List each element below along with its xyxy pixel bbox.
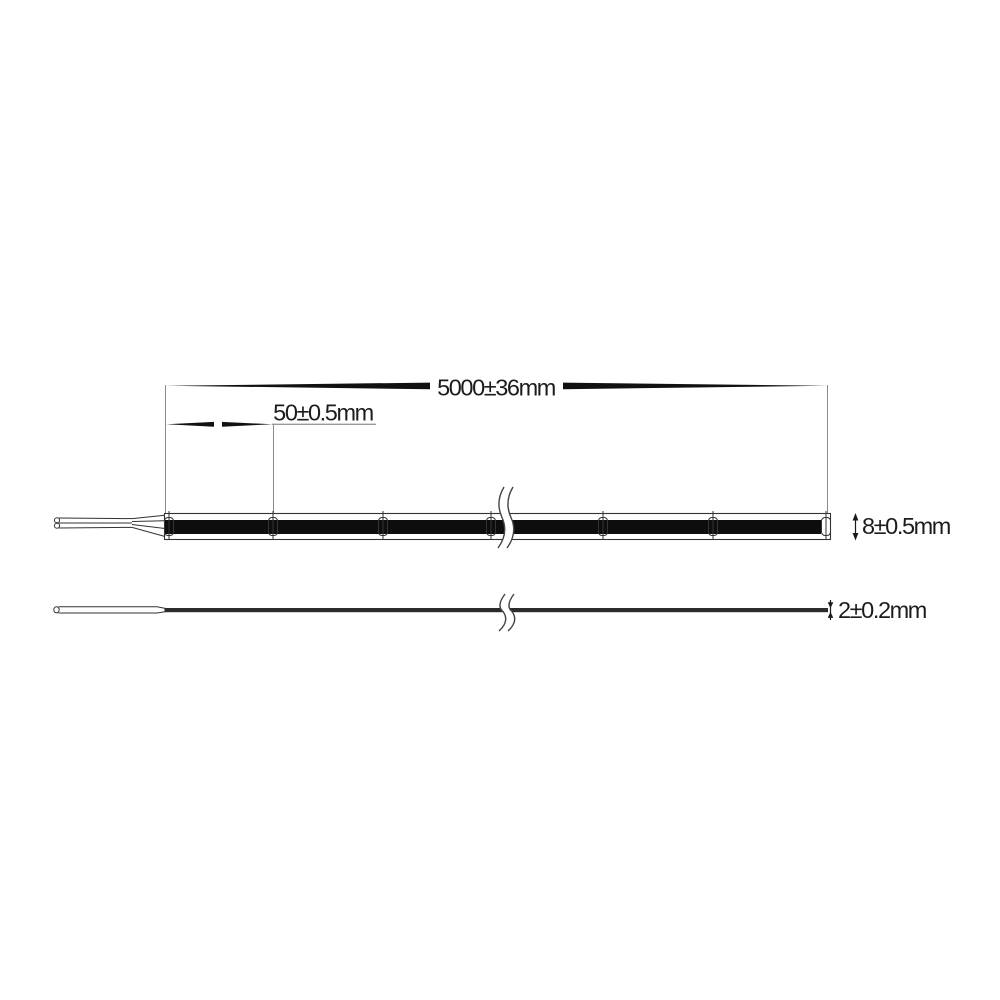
width-label: 8±0.5mm (862, 513, 951, 539)
cut-spacing-label: 50±0.5mm (273, 400, 373, 426)
strip-edge-profile (164, 608, 828, 613)
dimension-length: 5000±36mm (166, 375, 827, 401)
break-curve (506, 486, 515, 549)
wire-end-tip (53, 606, 60, 614)
wire-outline (58, 517, 133, 520)
extension-lines (165, 385, 828, 513)
wire-end-tip (53, 522, 61, 529)
wire-outline (58, 526, 133, 529)
strip-top-view (53, 486, 832, 549)
length-label: 5000±36mm (437, 375, 556, 401)
cut-mark (598, 511, 608, 540)
thickness-label: 2±0.2mm (838, 597, 927, 623)
width-arrowhead-down (852, 533, 859, 541)
wire-end-tip (53, 517, 61, 524)
strip-side-view (53, 593, 828, 632)
break-mask (499, 594, 515, 631)
thickness-arrowhead-down (827, 602, 834, 609)
dimension-width: 8±0.5mm (852, 513, 952, 541)
width-arrowhead-up (852, 513, 859, 521)
cut-mark (821, 511, 831, 540)
wire-fan-line (131, 526, 166, 537)
break-symbol-top-view (497, 486, 515, 549)
wire-fan-line (131, 524, 166, 529)
cut-dim-arrow-left (166, 421, 214, 427)
cut-dim-arrow-right (222, 421, 273, 427)
strip-cob-band (165, 520, 821, 534)
break-curve (498, 593, 507, 632)
cut-mark (486, 511, 496, 540)
wire-outline (58, 606, 167, 610)
cut-mark (378, 511, 388, 540)
wire-fan-line (131, 514, 166, 520)
cut-marks (164, 511, 831, 540)
dimension-thickness: 2±0.2mm (827, 597, 928, 623)
break-curve (497, 486, 506, 549)
cut-mark (708, 511, 718, 540)
lead-wire-top-view (53, 514, 166, 537)
thickness-arrowhead-up (827, 611, 834, 618)
lead-wire-side-view (53, 606, 167, 614)
dimension-arrow-left (166, 382, 430, 390)
cut-mark (164, 511, 174, 540)
wire-outline (58, 611, 167, 614)
break-mask (498, 487, 514, 548)
dimension-arrow-right (563, 382, 827, 390)
break-symbol-side-view (498, 593, 516, 632)
dimension-cut-spacing: 50±0.5mm (166, 400, 376, 427)
break-curve (507, 593, 516, 632)
wire-fan-line (131, 520, 166, 522)
cut-mark (268, 511, 278, 540)
